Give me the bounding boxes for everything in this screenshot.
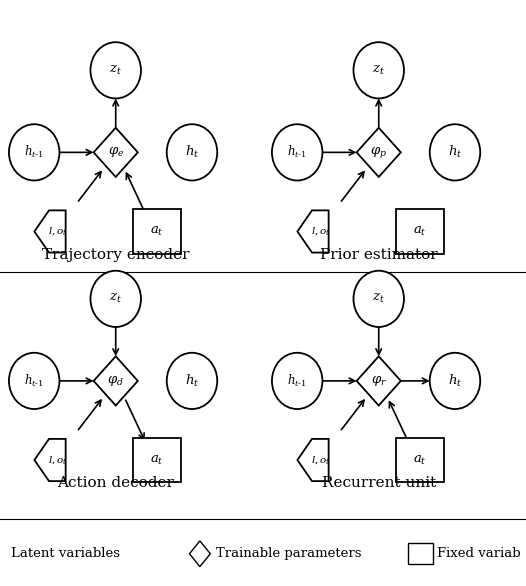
Circle shape xyxy=(90,42,141,98)
Polygon shape xyxy=(409,543,433,564)
Text: $h_{t\text{-}1}$: $h_{t\text{-}1}$ xyxy=(24,373,44,389)
Circle shape xyxy=(167,353,217,409)
Polygon shape xyxy=(297,439,329,481)
Text: Action decoder: Action decoder xyxy=(57,476,174,490)
Text: $\varphi_{p}$: $\varphi_{p}$ xyxy=(370,145,387,160)
Circle shape xyxy=(9,124,59,180)
Polygon shape xyxy=(133,209,181,254)
Circle shape xyxy=(167,124,217,180)
Circle shape xyxy=(9,353,59,409)
Circle shape xyxy=(272,353,322,409)
Circle shape xyxy=(353,271,404,327)
Text: $h_t$: $h_t$ xyxy=(448,373,462,389)
Text: $h_{t\text{-}1}$: $h_{t\text{-}1}$ xyxy=(24,144,44,161)
Text: Latent variables: Latent variables xyxy=(11,547,119,560)
Polygon shape xyxy=(297,210,329,253)
Polygon shape xyxy=(94,128,138,177)
Text: Fixed variab: Fixed variab xyxy=(437,547,520,560)
Text: $a_t$: $a_t$ xyxy=(150,225,164,238)
Text: Recurrent unit: Recurrent unit xyxy=(321,476,436,490)
Circle shape xyxy=(90,271,141,327)
Text: $h_t$: $h_t$ xyxy=(448,144,462,161)
Text: $a_t$: $a_t$ xyxy=(413,225,427,238)
Circle shape xyxy=(272,124,322,180)
Text: $a_t$: $a_t$ xyxy=(150,454,164,466)
Text: $h_t$: $h_t$ xyxy=(185,373,199,389)
Polygon shape xyxy=(34,439,66,481)
Text: $h_{t\text{-}1}$: $h_{t\text{-}1}$ xyxy=(287,144,307,161)
Text: $\varphi_{e}$: $\varphi_{e}$ xyxy=(107,145,124,159)
Text: Trajectory encoder: Trajectory encoder xyxy=(42,248,189,262)
Text: $\varphi_{d}$: $\varphi_{d}$ xyxy=(107,374,124,388)
Polygon shape xyxy=(396,209,444,254)
Text: $l,o_t$: $l,o_t$ xyxy=(311,226,331,237)
Polygon shape xyxy=(357,128,401,177)
Text: $z_t$: $z_t$ xyxy=(372,64,385,77)
Circle shape xyxy=(353,42,404,98)
Circle shape xyxy=(430,353,480,409)
Text: $l,o_t$: $l,o_t$ xyxy=(48,454,68,466)
Text: $l,o_t$: $l,o_t$ xyxy=(48,226,68,237)
Polygon shape xyxy=(396,438,444,482)
Polygon shape xyxy=(189,541,210,567)
Text: $h_t$: $h_t$ xyxy=(185,144,199,161)
Polygon shape xyxy=(34,210,66,253)
Text: $z_t$: $z_t$ xyxy=(109,64,122,77)
Circle shape xyxy=(430,124,480,180)
Text: $z_t$: $z_t$ xyxy=(109,292,122,305)
Text: $l,o_t$: $l,o_t$ xyxy=(311,454,331,466)
Polygon shape xyxy=(94,356,138,406)
Text: $h_{t\text{-}1}$: $h_{t\text{-}1}$ xyxy=(287,373,307,389)
Text: $a_t$: $a_t$ xyxy=(413,454,427,466)
Polygon shape xyxy=(133,438,181,482)
Polygon shape xyxy=(357,356,401,406)
Text: Trainable parameters: Trainable parameters xyxy=(216,547,361,560)
Text: $z_t$: $z_t$ xyxy=(372,292,385,305)
Text: $\varphi_{r}$: $\varphi_{r}$ xyxy=(371,374,387,388)
Text: Prior estimator: Prior estimator xyxy=(320,248,438,262)
